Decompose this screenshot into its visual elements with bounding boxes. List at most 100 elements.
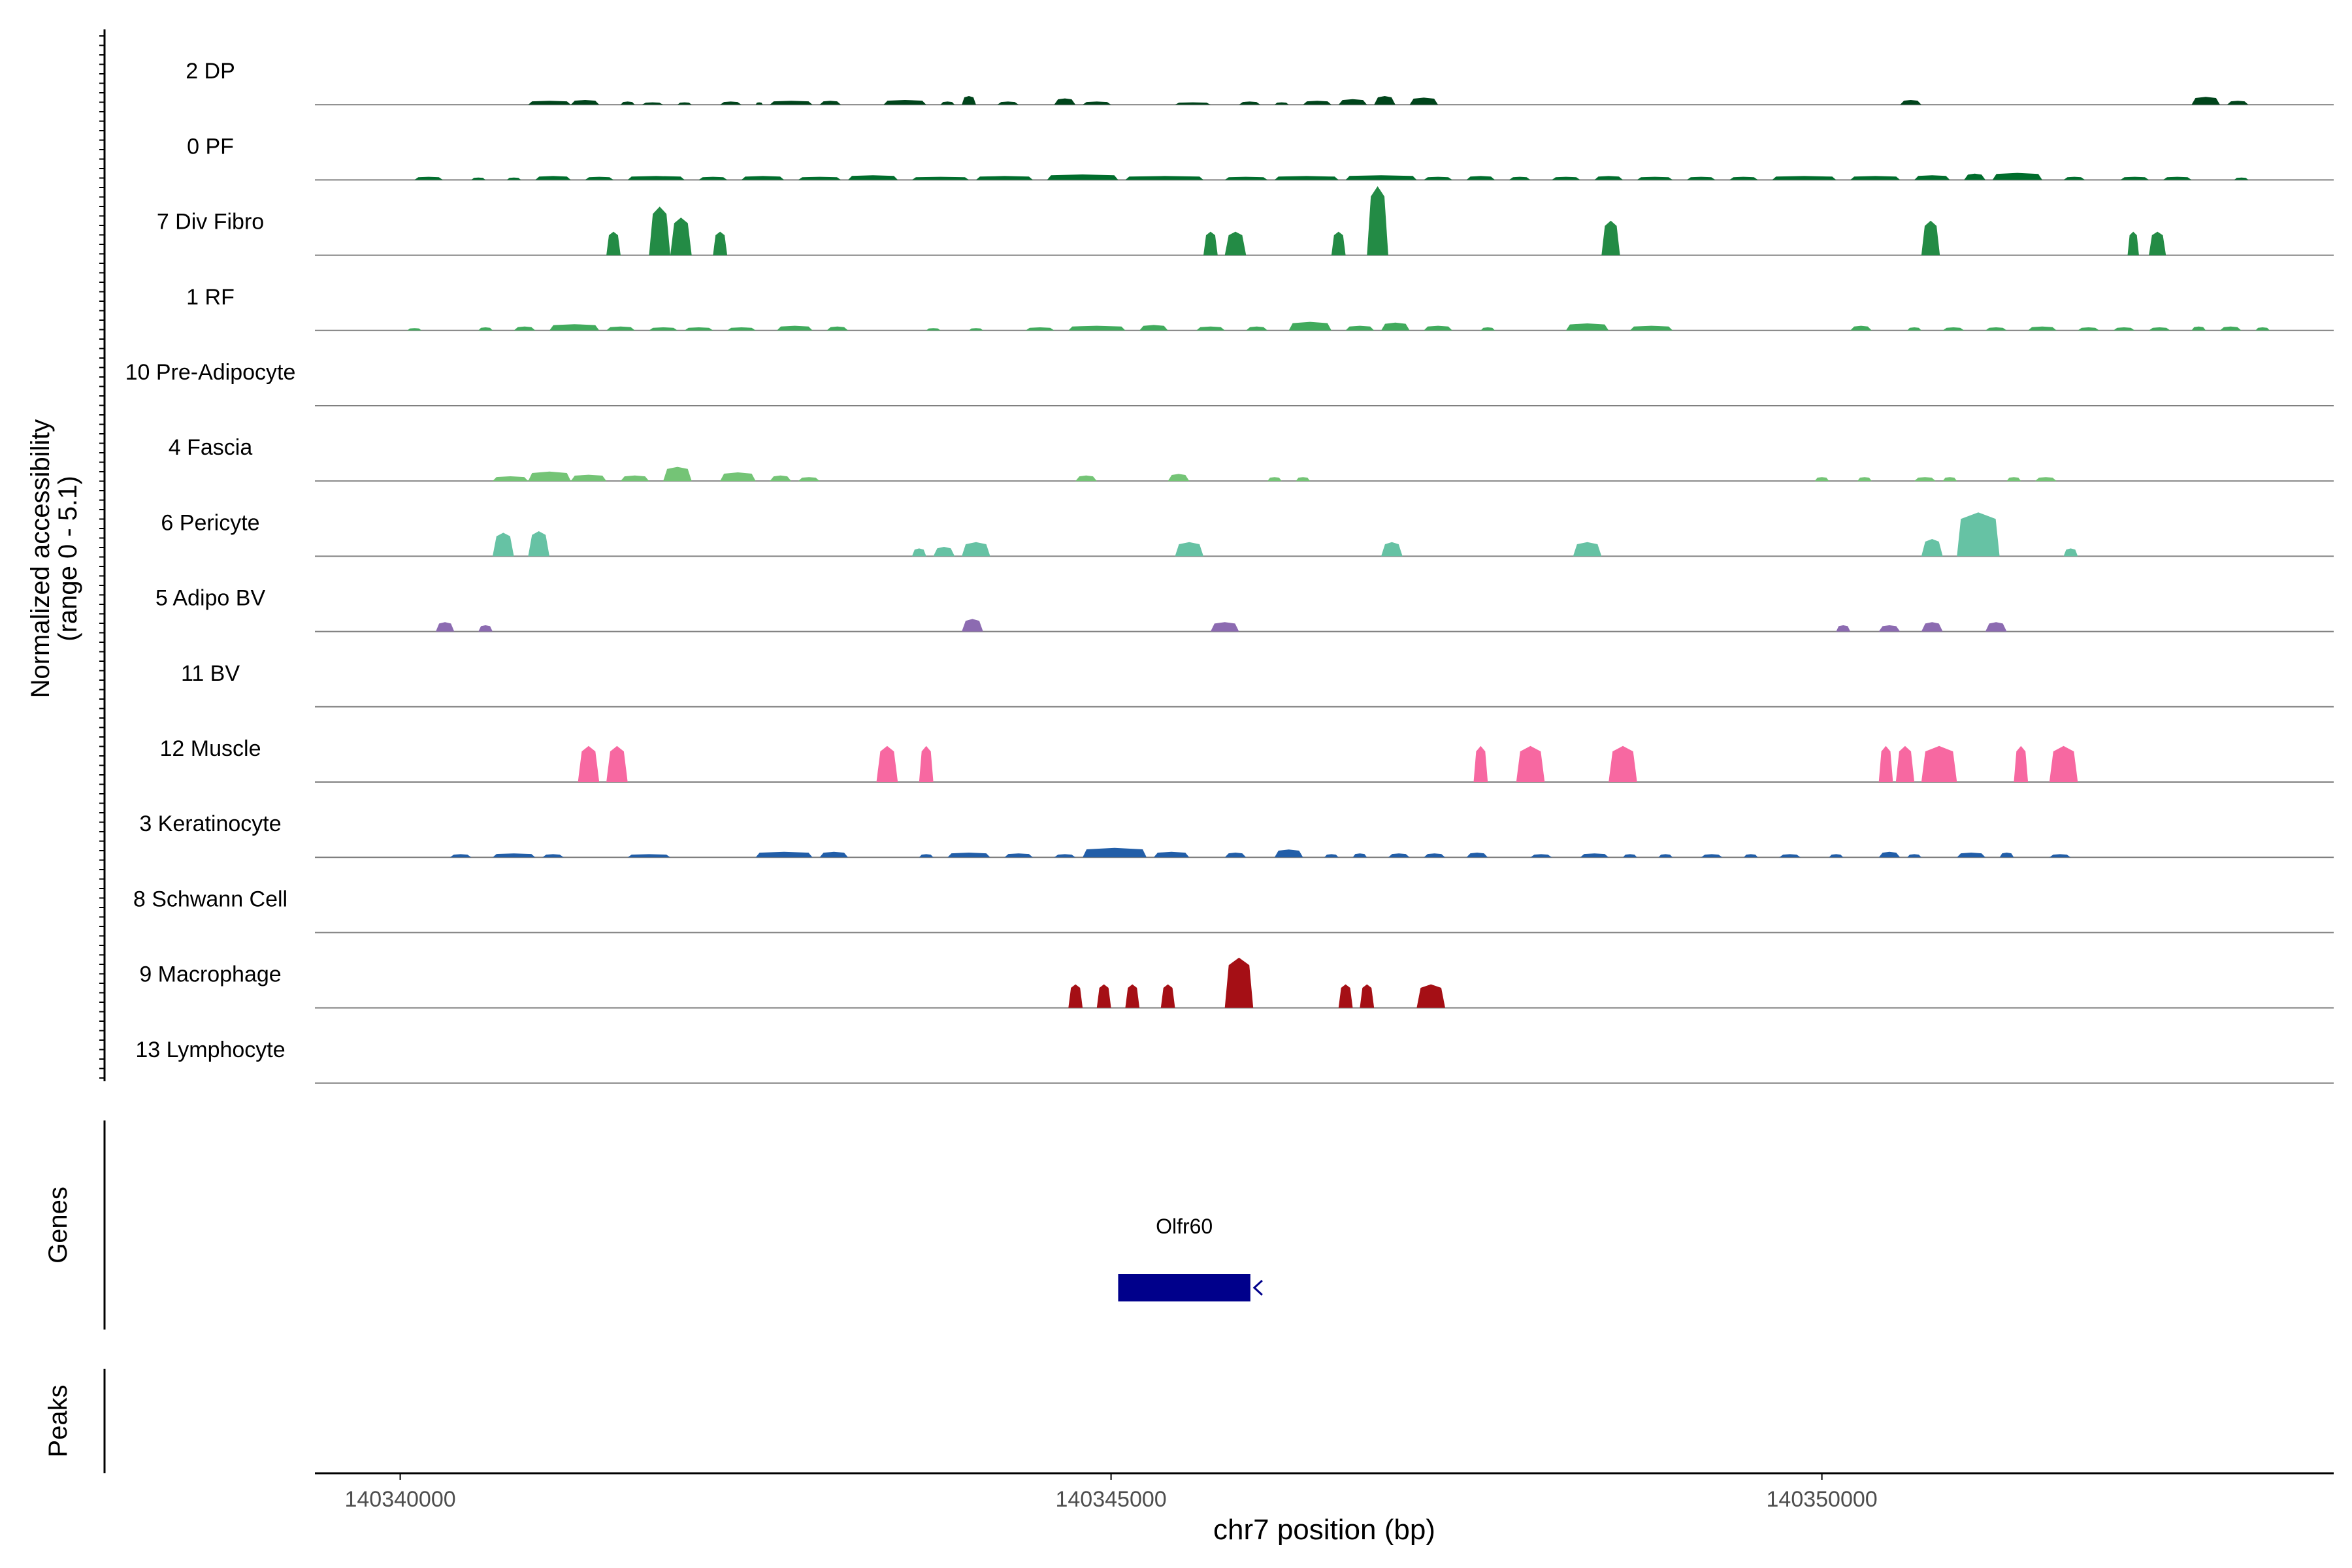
accessibility-peak: [1957, 853, 1985, 858]
accessibility-peak: [1580, 853, 1609, 858]
accessibility-peak: [997, 101, 1019, 105]
accessibility-peak: [449, 854, 472, 858]
accessibility-peak: [1743, 854, 1758, 858]
y-axis-title-line1: Normalized accessibility: [26, 419, 55, 698]
accessibility-peak: [1957, 512, 2000, 557]
accessibility-peak: [720, 472, 756, 482]
accessibility-peak: [1054, 98, 1076, 105]
accessibility-peak: [1196, 326, 1225, 331]
accessibility-peak: [528, 471, 571, 482]
accessibility-peak: [1026, 327, 1054, 331]
accessibility-peak: [1239, 101, 1261, 105]
accessibility-peak: [1352, 853, 1367, 858]
accessibility-peak: [940, 101, 955, 105]
accessibility-peak: [1601, 220, 1620, 255]
accessibility-peak: [1480, 327, 1495, 331]
accessibility-peak: [2014, 745, 2029, 782]
track-label: 11 BV: [181, 661, 240, 686]
accessibility-peak: [1985, 622, 2007, 632]
accessibility-peak: [1274, 102, 1289, 105]
accessibility-peak: [1779, 854, 1801, 858]
accessibility-peak: [962, 96, 976, 105]
accessibility-peak: [2120, 176, 2149, 180]
accessibility-peak: [642, 102, 664, 105]
accessibility-peak: [1921, 745, 1957, 782]
accessibility-peak: [585, 176, 613, 180]
gene-label: Olfr60: [1156, 1215, 1213, 1238]
accessibility-peak: [755, 102, 763, 105]
accessibility-peak: [2035, 477, 2057, 482]
accessibility-peak: [493, 853, 536, 858]
accessibility-peak: [919, 745, 934, 782]
accessibility-peak: [677, 102, 692, 105]
accessibility-peak: [798, 477, 820, 482]
accessibility-peak: [478, 625, 493, 632]
accessibility-peak: [770, 101, 813, 105]
accessibility-peak: [1878, 851, 1901, 858]
track-2-dp: 2 DP: [186, 59, 2334, 106]
track-label: 12 Muscle: [160, 736, 261, 761]
accessibility-peak: [1964, 173, 1985, 180]
accessibility-peak: [741, 176, 785, 180]
accessibility-peak: [684, 327, 713, 331]
accessibility-peak: [2163, 176, 2192, 180]
accessibility-peak: [933, 547, 955, 557]
accessibility-peak: [1224, 853, 1247, 858]
accessibility-peak: [2227, 101, 2249, 105]
track-label: 10 Pre-Adipocyte: [125, 360, 296, 385]
track-9-macrophage: 9 Macrophage: [139, 957, 2334, 1009]
accessibility-peak: [1637, 176, 1673, 180]
accessibility-peak: [1914, 175, 1950, 180]
accessibility-peak: [969, 328, 983, 331]
y-axis-title-line2: (range 0 - 5.1): [54, 476, 82, 641]
accessibility-peak: [1473, 745, 1488, 782]
accessibility-peak: [1921, 622, 1943, 632]
accessibility-peak: [1466, 176, 1495, 180]
accessibility-peak: [698, 176, 728, 180]
accessibility-peak: [478, 327, 493, 331]
accessibility-peak: [770, 475, 791, 482]
accessibility-peak: [1409, 97, 1439, 105]
accessibility-peak: [1565, 323, 1609, 331]
x-axis-ticks: 140340000 140345000 140350000: [344, 1473, 1878, 1512]
accessibility-peak: [1999, 853, 2014, 858]
accessibility-peak: [414, 176, 443, 180]
accessibility-peak: [1985, 327, 2007, 331]
gene-body: [1118, 1274, 1250, 1301]
accessibility-peak: [1303, 101, 1331, 105]
accessibility-peak: [1992, 172, 2042, 180]
x-tick-label: 140350000: [1767, 1487, 1878, 1512]
track-5-adipo-bv: 5 Adipo BV: [155, 586, 2334, 632]
accessibility-peak: [962, 619, 983, 632]
accessibility-peak: [713, 231, 728, 255]
accessibility-peak: [1083, 101, 1111, 105]
accessibility-peak: [1175, 542, 1203, 557]
accessibility-peak: [2191, 326, 2206, 331]
accessibility-peak: [1288, 321, 1331, 331]
accessibility-peak: [2063, 548, 2078, 557]
accessibility-peak: [670, 218, 692, 255]
accessibility-peak: [1175, 102, 1211, 105]
gene-strand-arrow: [1252, 1279, 1263, 1296]
track-label: 6 Pericyte: [161, 510, 259, 535]
coverage-tracks: 2 DP 0 PF 7 Div Fibro 1 RF 10 Pre-Adipocyte 4…: [125, 59, 2334, 1084]
accessibility-peak: [1267, 477, 1282, 482]
gene-annotations: Olfr60: [1118, 1215, 1263, 1301]
accessibility-peak: [2006, 477, 2021, 482]
accessibility-peak: [1921, 539, 1943, 557]
accessibility-peak: [926, 328, 941, 331]
accessibility-peak: [1203, 231, 1218, 255]
track-label: 7 Div Fibro: [157, 210, 264, 235]
accessibility-peak: [798, 176, 841, 180]
accessibility-peak: [606, 745, 628, 782]
accessibility-peak: [407, 328, 422, 331]
accessibility-peak: [528, 531, 549, 557]
accessibility-peak: [1509, 176, 1531, 180]
accessibility-peak: [1338, 984, 1353, 1008]
accessibility-peak: [1246, 326, 1267, 331]
accessibility-peak: [826, 326, 848, 331]
accessibility-peak: [1658, 854, 1673, 858]
accessibility-peak: [1075, 475, 1097, 482]
